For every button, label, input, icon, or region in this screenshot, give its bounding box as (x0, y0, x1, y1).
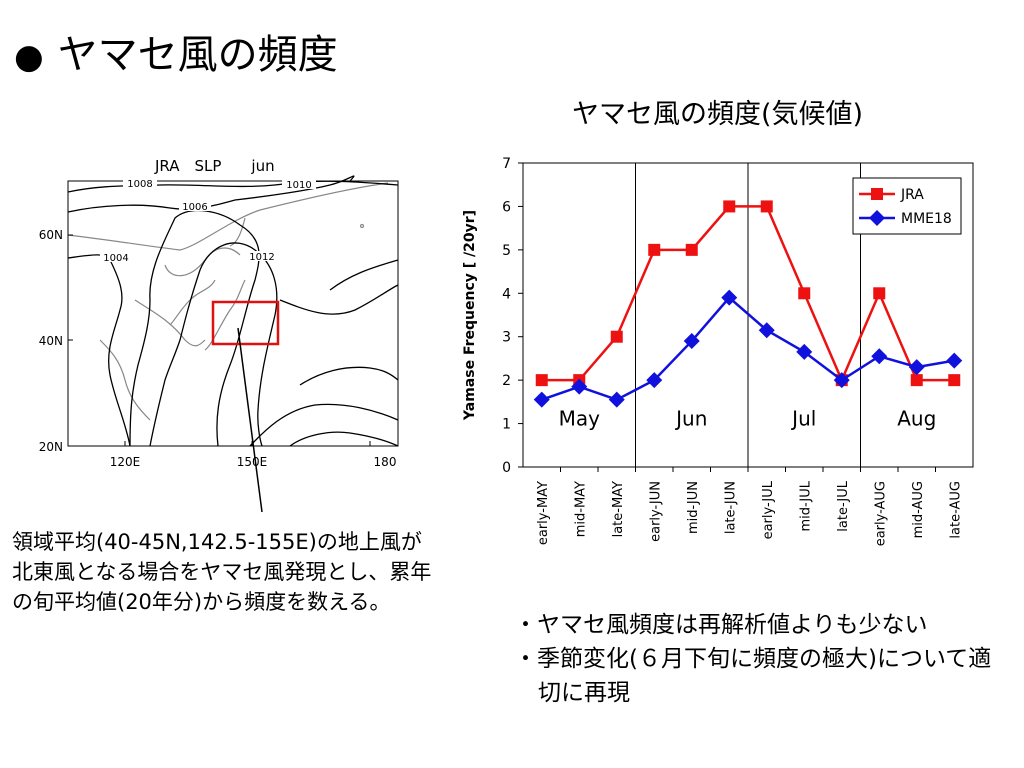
legend-label: JRA (900, 187, 924, 203)
note-item: ・ヤマセ風頻度は再解析値よりも少ない (514, 612, 928, 638)
contour-label: 1008 (127, 179, 152, 190)
lat-label: 60N (39, 228, 63, 242)
x-tick-label: late-JUL (836, 480, 851, 531)
y-tick-label: 7 (502, 156, 511, 172)
data-point-jra (873, 287, 886, 300)
legend-box (852, 177, 962, 235)
month-label-bg (783, 405, 826, 432)
y-tick-label: 4 (502, 286, 511, 302)
month-label-bg (558, 405, 601, 432)
contour-label: 1012 (249, 252, 274, 263)
data-point-jra (535, 374, 548, 387)
data-point-jra (948, 374, 961, 387)
data-point-mme18 (646, 372, 663, 389)
data-point-mme18 (908, 359, 925, 376)
month-label: Jun (674, 406, 707, 430)
month-label-bg (670, 405, 713, 432)
caption-line: の旬平均値(20年分)から頻度を数える。 (12, 590, 391, 614)
data-point-jra (798, 287, 811, 300)
map-frame (67, 180, 399, 447)
chart-title: ヤマセ風の頻度(気候値) (572, 99, 864, 130)
legend-label: MME18 (901, 211, 952, 227)
data-point-mme18 (833, 372, 850, 389)
y-tick-label: 3 (502, 330, 511, 346)
slide-title: ● ヤマセ風の頻度 (14, 30, 338, 82)
contour-label: 1004 (103, 253, 128, 264)
series-line-mme18 (541, 295, 955, 402)
lat-label: 20N (39, 440, 63, 454)
x-tick-label: early-JUN (648, 481, 663, 542)
x-tick-label: early-AUG (873, 481, 888, 546)
data-point-jra (760, 200, 773, 213)
y-tick-label: 0 (502, 460, 511, 476)
title-bullet: ● (14, 37, 44, 77)
y-tick-label: 1 (502, 417, 511, 433)
caption: 領域平均(40-45N,142.5-155E)の地上風が 北東風となる場合をヤマ… (12, 527, 492, 617)
lon-label: 150E (237, 455, 268, 469)
series-line-jra (541, 205, 955, 384)
slide-title-text: ヤマセ風の頻度 (57, 32, 338, 78)
x-tick-label: late-AUG (948, 481, 963, 539)
x-tick-label: mid-JUN (686, 481, 701, 534)
x-tick-label: mid-JUL (798, 480, 813, 531)
month-label: May (559, 406, 601, 430)
notes: ・ヤマセ風頻度は再解析値よりも少ない ・季節変化(６月下旬に頻度の極大)について… (514, 608, 1004, 710)
data-point-jra (685, 243, 698, 256)
y-tick-label: 6 (502, 199, 511, 215)
y-tick-label: 2 (502, 373, 511, 389)
legend-marker (869, 210, 885, 226)
y-axis-label: Yamase Frequency [ /20yr] (462, 210, 478, 421)
y-tick-label: 5 (502, 243, 511, 259)
slp-map: JRA SLP jun 1008 1006 1004 1012 1010 (39, 157, 399, 469)
month-label: Aug (897, 406, 936, 430)
coastlines (67, 182, 389, 421)
x-tick-label: mid-AUG (911, 481, 926, 538)
x-tick-label: early-MAY (536, 481, 551, 545)
x-tick-label: late-MAY (611, 481, 626, 537)
data-point-mme18 (608, 391, 625, 408)
data-point-mme18 (946, 352, 963, 369)
data-point-mme18 (683, 333, 700, 350)
data-point-mme18 (871, 348, 888, 365)
map-header: JRA SLP jun (154, 157, 275, 175)
legend-marker (871, 188, 883, 200)
month-label: Jul (790, 406, 816, 430)
contour-label: 1006 (182, 202, 207, 213)
data-point-mme18 (571, 378, 588, 395)
note-item: ・季節変化(６月下旬に頻度の極大)について適切に再現 (514, 646, 992, 706)
x-tick-label: late-JUN (723, 481, 738, 534)
data-point-mme18 (758, 322, 775, 339)
data-point-jra (723, 200, 736, 213)
isobars (67, 175, 399, 447)
x-tick-label: early-JUL (761, 480, 776, 539)
caption-line: 北東風となる場合をヤマセ風発現とし、累年 (12, 560, 432, 584)
data-point-mme18 (533, 391, 550, 408)
lat-label: 40N (39, 334, 63, 348)
data-point-jra (910, 374, 923, 387)
data-point-jra (648, 243, 661, 256)
month-label-bg (895, 405, 938, 432)
lon-label: 180 (374, 455, 397, 469)
data-point-mme18 (721, 289, 738, 306)
x-tick-label: mid-MAY (573, 481, 588, 537)
contour-label: 1010 (286, 180, 311, 191)
caption-line: 領域平均(40-45N,142.5-155E)の地上風が (12, 530, 422, 554)
frequency-chart: 0 1 2 3 4 5 6 7 early-MAY mid-MAY late-MAY early-JU… (462, 156, 974, 546)
lon-label: 120E (110, 455, 141, 469)
data-point-mme18 (796, 343, 813, 360)
data-point-jra (610, 330, 623, 343)
